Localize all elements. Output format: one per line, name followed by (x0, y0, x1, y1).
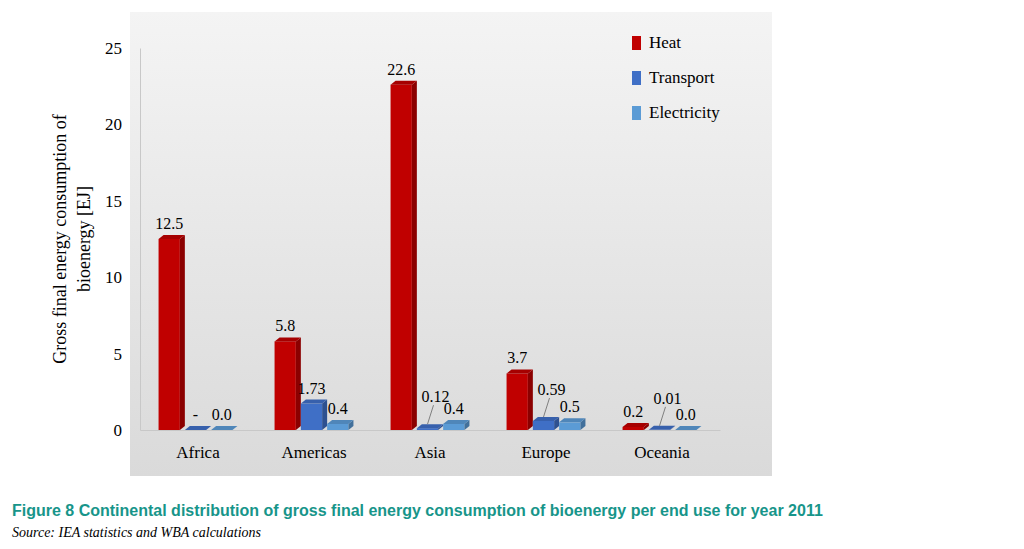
data-label: 3.7 (507, 349, 527, 366)
y-axis-title-line: Gross final energy consumption of (50, 114, 70, 364)
label-leader (544, 398, 550, 417)
bar (559, 422, 580, 430)
bar-top (417, 424, 443, 428)
bar (327, 424, 348, 430)
bar-top (623, 423, 649, 427)
y-tick-label: 5 (114, 345, 123, 364)
bar-top (327, 420, 353, 424)
data-label: 0.2 (623, 403, 643, 420)
y-axis: 0 5 10 15 20 25 (105, 39, 141, 440)
x-tick: Americas (281, 443, 346, 462)
y-tick: 10 (105, 268, 140, 287)
y-axis-title: Gross final energy consumption ofbioener… (50, 114, 94, 364)
label-leader (660, 407, 666, 426)
y-tick-label: 10 (105, 268, 122, 287)
title: Figure 8 Continental distribution of gro… (12, 502, 823, 519)
bar (417, 428, 438, 430)
series (211, 418, 701, 430)
data-label: 0.0 (676, 406, 696, 423)
bar-top (301, 400, 327, 404)
bar-top (159, 235, 185, 239)
bar (507, 373, 528, 430)
data-label: 1.73 (298, 380, 326, 397)
data-label: 0.4 (444, 400, 464, 417)
y-tick: 5 (114, 345, 141, 364)
y-tick-label: 0 (114, 421, 123, 440)
bar (159, 239, 180, 430)
bar-top (185, 426, 211, 430)
y-tick-label: 15 (105, 192, 122, 211)
legend-swatch (632, 36, 641, 50)
y-tick: 0 (114, 421, 141, 440)
bar-top (533, 417, 559, 421)
bar (443, 424, 464, 430)
data-label: 0.59 (538, 381, 566, 398)
chart-background (130, 12, 772, 476)
y-axis-title-line: bioenergy [EJ] (74, 186, 94, 292)
bar-top (275, 337, 301, 341)
x-tick-label: Africa (176, 443, 220, 462)
series (159, 81, 649, 430)
x-axis-line (141, 430, 721, 431)
legend-label: Heat (649, 33, 681, 52)
data-label: 22.6 (387, 61, 415, 78)
x-axis: Africa Americas Asia Europe Oceania (141, 431, 721, 463)
data-label: 5.8 (275, 317, 295, 334)
data-label: - (193, 406, 198, 423)
subtitle: Source: IEA statistics and WBA calculati… (12, 525, 262, 540)
bar-side (528, 369, 533, 430)
y-axis-line (140, 49, 141, 431)
bar (275, 341, 296, 430)
x-tick: Oceania (634, 443, 690, 462)
x-tick-label: Europe (521, 443, 570, 462)
y-tick: 25 (105, 39, 140, 58)
data-labels: 12.55.822.63.70.2-1.730.120.590.010.00.4… (155, 61, 696, 426)
data-label: 0.4 (328, 400, 348, 417)
data-label: 0.01 (654, 390, 682, 407)
x-tick-label: Americas (281, 443, 346, 462)
x-tick: Africa (176, 443, 220, 462)
bar-top (211, 426, 237, 430)
data-label: 0.5 (560, 398, 580, 415)
bar-side (322, 400, 327, 430)
legend-label: Electricity (649, 103, 720, 122)
bar-top (559, 418, 585, 422)
bar-side (412, 81, 417, 430)
bar-side (180, 235, 185, 430)
bar-top (675, 426, 701, 430)
bar-top (507, 369, 533, 373)
legend-label: Transport (649, 68, 715, 87)
bar (391, 85, 412, 430)
data-label: 0.0 (212, 406, 232, 423)
x-tick: Europe (521, 443, 570, 462)
bar-top (391, 81, 417, 85)
y-tick: 20 (105, 115, 140, 134)
data-label: 12.5 (155, 215, 183, 232)
legend-swatch (632, 106, 641, 120)
bar (533, 421, 554, 430)
bar-top (649, 426, 675, 430)
bar (623, 427, 644, 430)
bar (301, 404, 322, 430)
y-tick: 15 (105, 192, 140, 211)
label-leader (428, 405, 434, 424)
y-tick-label: 20 (105, 115, 122, 134)
x-tick: Asia (414, 443, 446, 462)
chart: 0 5 10 15 20 25 Africa Americas Asia Europe Oceani… (0, 0, 1024, 549)
x-tick-label: Asia (414, 443, 446, 462)
bars (159, 81, 702, 430)
x-tick-label: Oceania (634, 443, 690, 462)
legend-swatch (632, 71, 641, 85)
bar-top (443, 420, 469, 424)
y-tick-label: 25 (105, 39, 122, 58)
legend: Heat Transport Electricity (632, 33, 720, 122)
